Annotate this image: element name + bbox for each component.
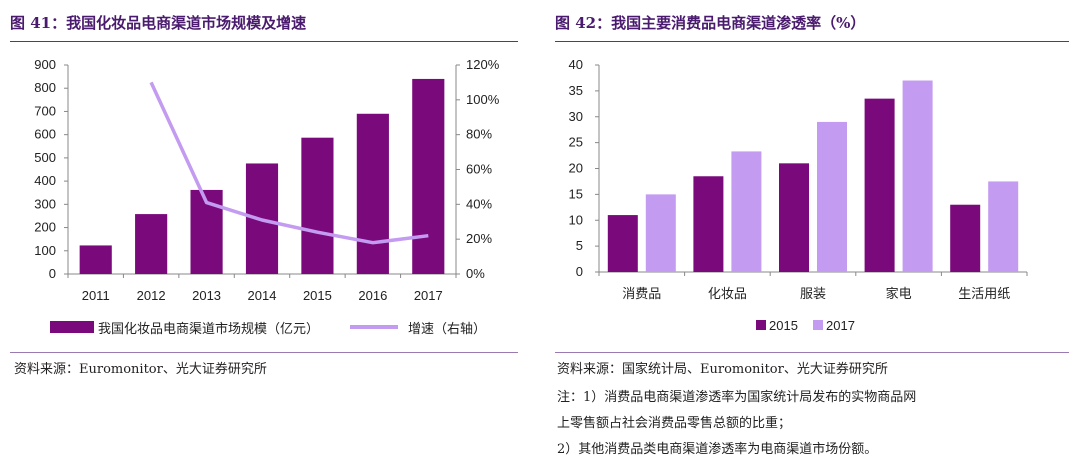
x-tick-label: 2011 — [82, 288, 110, 303]
bar-2017-生活用纸 — [988, 181, 1019, 272]
left-title-rule — [10, 41, 518, 42]
y-tick-label: 0 — [49, 266, 56, 281]
left-chart: 0 100 200 300 400 500 600 700 800 900 0% 20% 40% 60% 8… — [34, 57, 500, 337]
bar-2015-生活用纸 — [950, 204, 981, 272]
right-note-1: 注：1）消费品电商渠道渗透率为国家统计局发布的实物商品网 — [557, 390, 917, 405]
y-tick-label: 35 — [569, 83, 583, 98]
right-note-3: 2）其他消费品类电商渠道渗透率为电商渠道市场份额。 — [557, 442, 878, 457]
legend-swatch-2017 — [813, 320, 823, 330]
x-tick-label: 2012 — [137, 288, 166, 303]
y2-tick-label: 120% — [466, 57, 500, 72]
y2-tick-label: 40% — [466, 196, 492, 211]
y-tick-label: 300 — [34, 196, 56, 211]
y2-tick-label: 0% — [466, 266, 485, 281]
y-tick-label: 400 — [34, 173, 56, 188]
y-tick-label: 800 — [34, 80, 56, 95]
y-tick-label: 10 — [569, 212, 583, 227]
y2-tick-label: 80% — [466, 127, 492, 142]
growth-line — [149, 81, 429, 245]
bar-2012 — [135, 214, 168, 274]
y-tick-label: 25 — [569, 135, 583, 150]
y-tick-label: 40 — [569, 57, 583, 72]
bar-2017-消费品 — [645, 194, 676, 272]
legend-swatch-2015 — [756, 320, 766, 330]
legend-swatch-scale — [50, 321, 94, 333]
legend-label-scale: 我国化妆品电商渠道市场规模（亿元） — [98, 321, 319, 337]
right-source-rule — [555, 352, 1069, 353]
y2-tick-label: 100% — [466, 92, 500, 107]
y-tick-label: 200 — [34, 220, 56, 235]
y-tick-label: 700 — [34, 103, 56, 118]
right-note-2: 上零售额占社会消费品零售总额的比重； — [557, 416, 792, 431]
legend-label-2015: 2015 — [769, 318, 798, 333]
bar-2017-化妆品 — [731, 151, 762, 272]
x-tick-label: 2016 — [358, 288, 387, 303]
legend-label-2017: 2017 — [826, 318, 855, 333]
right-chart: 0 5 10 15 20 25 30 35 40 消费品 化妆品 服装 家电 生活用纸 2015 2017 — [569, 57, 1028, 333]
right-figure-title: 图 42：我国主要消费品电商渠道渗透率（%） — [555, 14, 866, 32]
x-tick-label: 2014 — [248, 288, 277, 303]
left-source-rule — [10, 352, 518, 353]
y2-tick-label: 20% — [466, 231, 492, 246]
bar-2015-消费品 — [607, 215, 638, 272]
x-tick-label: 家电 — [886, 286, 912, 302]
x-tick-label: 服装 — [800, 287, 826, 302]
y-tick-label: 30 — [569, 109, 583, 124]
bar-2011 — [79, 245, 112, 274]
x-tick-label: 消费品 — [622, 287, 661, 302]
y-tick-label: 20 — [569, 161, 583, 176]
bar-2015 — [301, 137, 334, 274]
y-tick-label: 500 — [34, 150, 56, 165]
right-title-rule — [555, 41, 1069, 42]
left-source: 资料来源：Euromonitor、光大证券研究所 — [14, 362, 267, 377]
x-tick-label: 化妆品 — [708, 287, 747, 302]
bar-2015-家电 — [864, 98, 895, 272]
x-tick-label: 2017 — [414, 288, 443, 303]
x-tick-label: 2013 — [192, 288, 221, 303]
bar-2015-化妆品 — [693, 176, 724, 272]
bar-2017 — [412, 78, 445, 274]
y-tick-label: 600 — [34, 127, 56, 142]
y-tick-label: 100 — [34, 243, 56, 258]
bar-2017-服装 — [817, 121, 847, 272]
y-tick-label: 0 — [576, 264, 583, 279]
y-tick-label: 900 — [34, 57, 56, 72]
x-tick-label: 2015 — [303, 288, 332, 303]
legend-label-growth: 增速（右轴） — [408, 322, 486, 337]
bar-2016 — [356, 113, 389, 274]
y-tick-label: 15 — [569, 186, 583, 201]
bar-2015-服装 — [779, 163, 809, 272]
y-tick-label: 5 — [576, 238, 583, 253]
y2-tick-label: 60% — [466, 162, 492, 177]
x-tick-label: 生活用纸 — [958, 287, 1010, 302]
left-figure-title: 图 41：我国化妆品电商渠道市场规模及增速 — [10, 14, 307, 32]
bar-2017-家电 — [902, 80, 933, 273]
right-source: 资料来源：国家统计局、Euromonitor、光大证券研究所 — [557, 362, 888, 377]
